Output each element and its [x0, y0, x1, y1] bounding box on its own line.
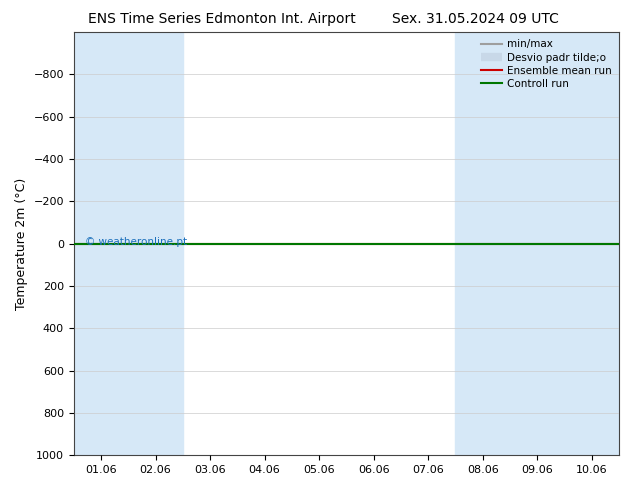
Bar	[455, 32, 510, 455]
Bar	[74, 32, 128, 455]
Text: Sex. 31.05.2024 09 UTC: Sex. 31.05.2024 09 UTC	[392, 12, 559, 26]
Text: ENS Time Series Edmonton Int. Airport: ENS Time Series Edmonton Int. Airport	[88, 12, 356, 26]
Bar	[564, 32, 619, 455]
Y-axis label: Temperature 2m (°C): Temperature 2m (°C)	[15, 177, 28, 310]
Legend: min/max, Desvio padr tilde;o, Ensemble mean run, Controll run: min/max, Desvio padr tilde;o, Ensemble m…	[477, 35, 616, 93]
Bar	[510, 32, 564, 455]
Bar	[128, 32, 183, 455]
Text: © weatheronline.pt: © weatheronline.pt	[85, 237, 187, 246]
